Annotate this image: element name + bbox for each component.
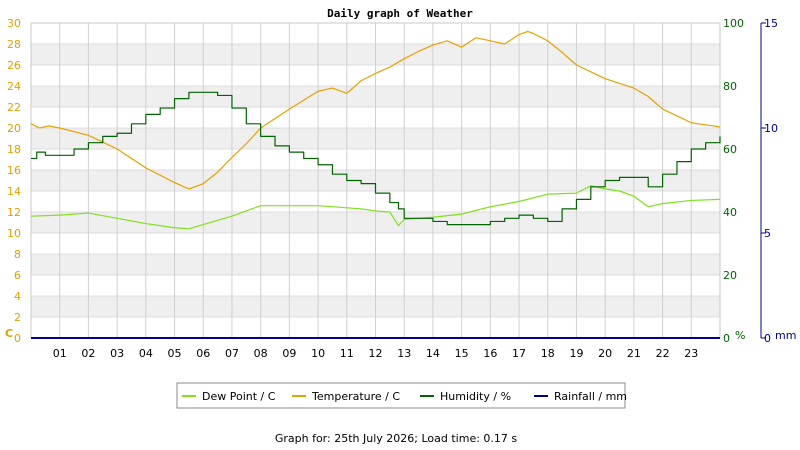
- right2-axis-unit: mm: [775, 329, 796, 342]
- x-tick-label: 21: [627, 347, 641, 360]
- left-tick-label: 22: [7, 101, 21, 114]
- left-tick-label: 30: [7, 17, 21, 30]
- left-tick-label: 24: [7, 80, 21, 93]
- x-tick-label: 11: [340, 347, 354, 360]
- right1-tick-label: 100: [723, 17, 744, 30]
- right2-tick-label: 0: [764, 332, 771, 345]
- x-tick-label: 17: [512, 347, 526, 360]
- left-tick-label: 18: [7, 143, 21, 156]
- left-tick-label: 26: [7, 59, 21, 72]
- x-tick-label: 01: [53, 347, 67, 360]
- left-tick-label: 8: [14, 248, 21, 261]
- legend-label: Dew Point / C: [202, 390, 276, 403]
- legend: Dew Point / C Temperature / C Humidity / %…: [176, 382, 627, 409]
- chart-title: Daily graph of Weather: [327, 7, 473, 20]
- x-tick-label: 13: [397, 347, 411, 360]
- right2-tick-label: 5: [764, 227, 771, 240]
- x-tick-label: 02: [81, 347, 95, 360]
- right1-tick-label: 0: [723, 332, 730, 345]
- x-tick-label: 22: [656, 347, 670, 360]
- right1-tick-label: 80: [723, 80, 737, 93]
- legend-label: Rainfall / mm: [554, 390, 627, 403]
- x-tick-label: 03: [110, 347, 124, 360]
- x-tick-label: 10: [311, 347, 325, 360]
- left-tick-label: 14: [7, 185, 21, 198]
- x-tick-label: 20: [598, 347, 612, 360]
- left-tick-label: 16: [7, 164, 21, 177]
- x-tick-label: 19: [569, 347, 583, 360]
- right2-tick-label: 15: [764, 17, 778, 30]
- left-tick-label: 12: [7, 206, 21, 219]
- left-tick-label: 10: [7, 227, 21, 240]
- left-tick-label: 20: [7, 122, 21, 135]
- x-tick-label: 05: [168, 347, 182, 360]
- x-tick-label: 14: [426, 347, 440, 360]
- x-tick-label: 07: [225, 347, 239, 360]
- left-tick-label: 4: [14, 290, 21, 303]
- series-line-temperature-c: [30, 30, 721, 190]
- left-axis-unit: C: [5, 327, 13, 340]
- legend-label: Humidity / %: [440, 390, 511, 403]
- legend-box: [176, 382, 626, 409]
- series-line-humidity: [31, 91, 721, 226]
- x-tick-label: 23: [684, 347, 698, 360]
- left-tick-label: 28: [7, 38, 21, 51]
- x-tick-label: 04: [139, 347, 153, 360]
- right2-tick-label: 10: [764, 122, 778, 135]
- series-line-dew-point-c: [30, 185, 721, 230]
- x-tick-label: 15: [455, 347, 469, 360]
- right1-tick-label: 60: [723, 143, 737, 156]
- series-lines: [30, 30, 721, 339]
- x-tick-label: 08: [254, 347, 268, 360]
- x-tick-label: 18: [541, 347, 555, 360]
- right1-tick-label: 20: [723, 269, 737, 282]
- x-tick-label: 12: [369, 347, 383, 360]
- legend-label: Temperature / C: [311, 390, 400, 403]
- left-tick-label: 2: [14, 311, 21, 324]
- left-tick-label: 6: [14, 269, 21, 282]
- right1-tick-label: 40: [723, 206, 737, 219]
- x-tick-label: 16: [483, 347, 497, 360]
- footer-status: Graph for: 25th July 2026; Load time: 0.…: [275, 432, 518, 445]
- grid-lines: [30, 22, 721, 339]
- x-tick-label: 06: [196, 347, 210, 360]
- right1-axis-unit: %: [735, 329, 745, 342]
- x-tick-label: 09: [282, 347, 296, 360]
- left-tick-label: 0: [14, 332, 21, 345]
